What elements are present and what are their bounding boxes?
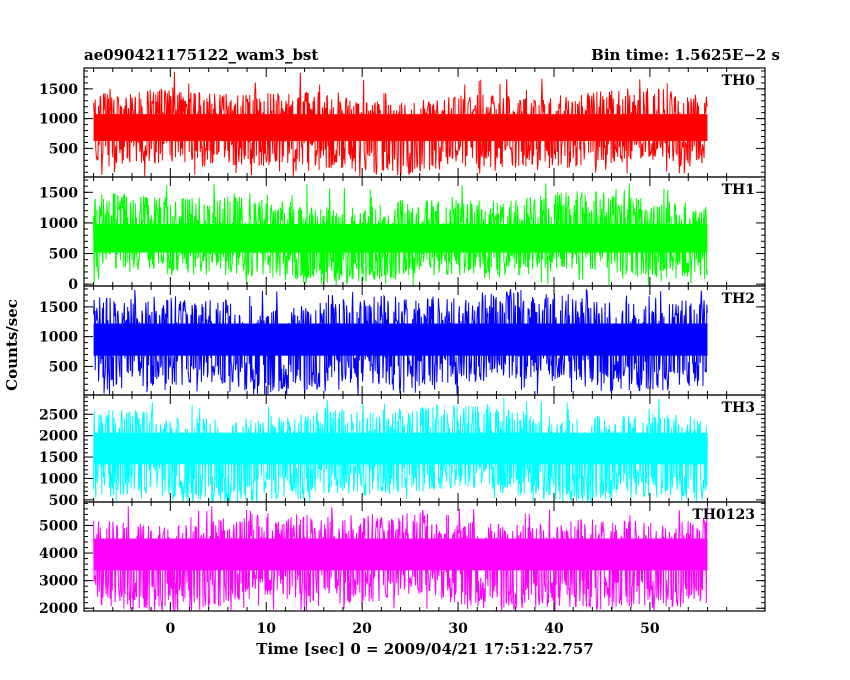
panel-th0123-curve: [93, 506, 708, 611]
panel-name-label: TH3: [722, 400, 755, 416]
panel-th2-curve: [93, 288, 708, 395]
panel-name-label: TH1: [722, 182, 755, 198]
panel-name-label: TH0: [722, 73, 756, 89]
x-tick-label: 50: [640, 621, 660, 637]
x-tick-label: 0: [165, 621, 175, 637]
x-tick-label: 20: [352, 621, 372, 637]
panel-th3-curve: [93, 398, 708, 502]
x-axis-label: Time [sec] 0 = 2009/04/21 17:51:22.757: [256, 640, 593, 658]
y-tick-label: 1500: [39, 82, 78, 98]
bin-time-label: Bin time: 1.5625E−2 s: [591, 46, 780, 64]
x-tick-label: 30: [448, 621, 468, 637]
panel-frame: [83, 501, 766, 612]
panel-th0: 500 1000 1500 TH0: [39, 67, 766, 178]
panel-th1-curve: [93, 183, 708, 286]
y-axis-label: Counts/sec: [3, 299, 21, 391]
y-tick-label: 500: [49, 359, 78, 375]
y-tick-label: 1000: [39, 471, 78, 487]
y-tick-label: 0: [68, 277, 78, 293]
panel-th3: 500 1000 1500 2000 2500 TH3: [39, 394, 766, 509]
y-tick-label: 500: [49, 247, 78, 263]
x-tick-label: 10: [256, 621, 276, 637]
y-tick-label: 500: [49, 141, 78, 157]
y-tick-label: 1500: [39, 450, 78, 466]
panel-name-label: TH2: [722, 291, 755, 307]
x-tick-label: 40: [544, 621, 564, 637]
y-tick-label: 4000: [39, 546, 78, 562]
y-tick-label: 1000: [39, 216, 78, 232]
y-tick-label: 3000: [39, 574, 78, 590]
y-tick-label: 1500: [39, 300, 78, 316]
chart-title: ae090421175122_wam3_bst: [84, 46, 318, 64]
y-tick-label: 5000: [39, 518, 78, 534]
y-tick-label: 1000: [39, 112, 78, 128]
y-tick-label: 2000: [39, 601, 78, 617]
y-tick-label: 500: [49, 493, 78, 509]
y-tick-label: 1500: [39, 185, 78, 201]
panel-name-label: TH0123: [692, 507, 755, 523]
panel-th2: 500 1000 1500 TH2: [39, 285, 766, 396]
panel-th1: 0 500 1000 1500 TH1: [39, 176, 766, 293]
panel-th0123: 2000 3000 4000 5000 TH0123: [39, 501, 766, 617]
y-tick-label: 2500: [39, 407, 78, 423]
y-tick-label: 1000: [39, 330, 78, 346]
y-tick-label: 2000: [39, 429, 78, 445]
